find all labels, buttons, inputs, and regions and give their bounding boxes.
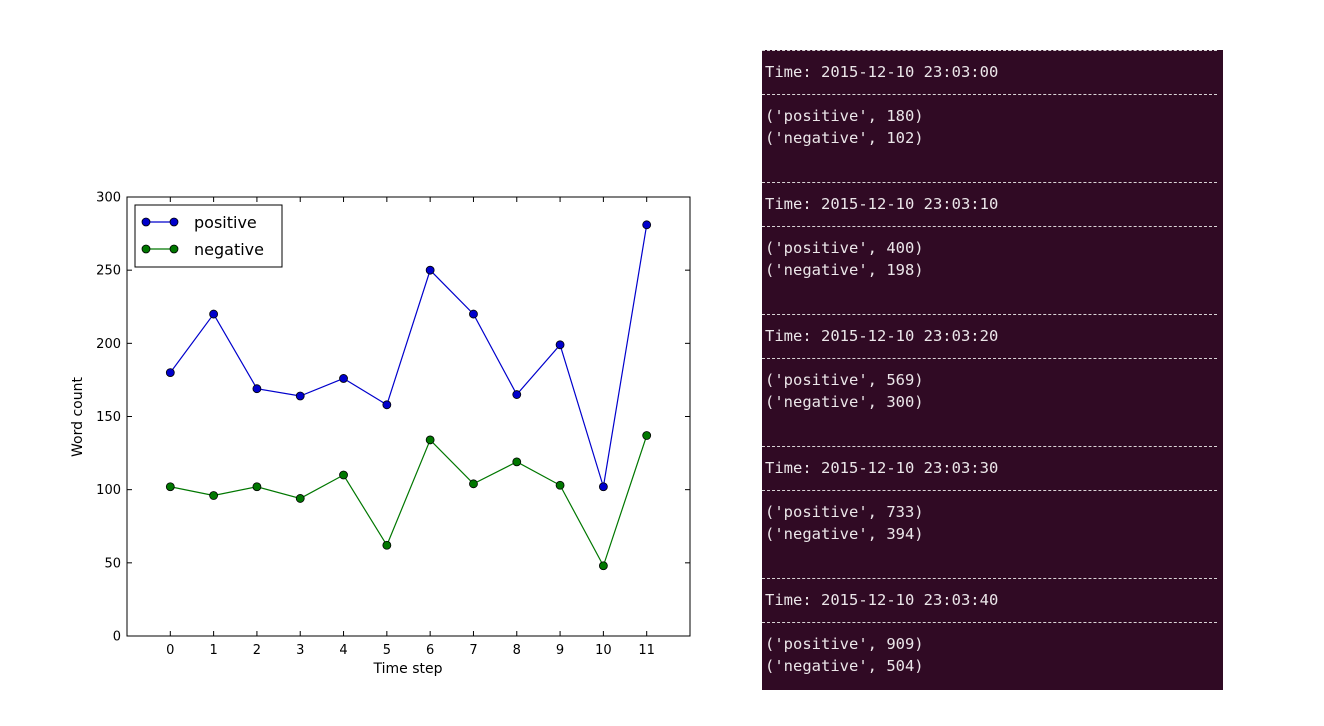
terminal-separator [762, 50, 1217, 51]
legend-marker-negative [169, 244, 179, 254]
x-tick-label: 6 [426, 643, 434, 658]
terminal-window: Time: 2015-12-10 23:03:00 ('positive', 18… [762, 50, 1223, 690]
series-line-negative [170, 435, 648, 568]
data-point-positive [425, 265, 435, 275]
legend-marker-positive [169, 217, 179, 227]
terminal-entry: Time: 2015-12-10 23:03:30 ('positive', 73… [762, 446, 1223, 578]
series-line-positive [169, 224, 648, 487]
data-point-negative [252, 482, 262, 492]
terminal-count-line: ('positive', 733) [765, 503, 924, 521]
y-tick-label: 250 [96, 264, 121, 279]
x-tick-label: 8 [513, 643, 521, 658]
data-point-positive [295, 391, 305, 401]
terminal-entry: Time: 2015-12-10 23:03:20 ('positive', 56… [762, 314, 1223, 446]
data-point-negative [512, 457, 522, 467]
data-point-positive [642, 220, 652, 230]
terminal-time: Time: 2015-12-10 23:03:40 [765, 591, 999, 609]
terminal-entry: Time: 2015-12-10 23:03:00 ('positive', 18… [762, 50, 1223, 182]
x-tick-label: 2 [253, 643, 261, 658]
data-point-positive [382, 400, 392, 410]
data-point-positive [598, 482, 608, 492]
x-tick-label: 10 [595, 643, 612, 658]
data-point-positive [512, 390, 522, 399]
data-point-negative [598, 561, 608, 571]
data-point-negative [425, 435, 435, 445]
data-point-negative [382, 540, 392, 550]
terminal-time: Time: 2015-12-10 23:03:20 [765, 327, 999, 345]
plot-area [126, 196, 691, 637]
y-tick-label: 0 [113, 630, 121, 645]
legend-box [134, 204, 283, 268]
y-tick-label: 300 [96, 191, 121, 206]
terminal-count-line: ('positive', 909) [765, 635, 924, 653]
x-tick-label: 7 [469, 643, 477, 658]
terminal-separator [762, 94, 1217, 95]
y-tick-label: 200 [96, 337, 121, 352]
data-point-negative [555, 480, 565, 490]
terminal-separator [762, 446, 1217, 447]
legend-marker-negative [141, 244, 151, 254]
terminal-separator [762, 490, 1217, 491]
data-point-negative [469, 479, 478, 489]
series-layer [165, 220, 652, 571]
data-point-positive [339, 374, 348, 383]
x-tick-label: 0 [166, 643, 174, 658]
x-tick-label: 5 [383, 643, 391, 658]
terminal-count-line: ('negative', 300) [765, 393, 924, 411]
terminal-entry: Time: 2015-12-10 23:03:40 ('positive', 90… [762, 578, 1223, 690]
terminal-time: Time: 2015-12-10 23:03:00 [765, 63, 999, 81]
terminal-count-line: ('negative', 102) [765, 129, 924, 147]
legend-label-negative: negative [194, 240, 264, 259]
data-point-positive [209, 309, 219, 319]
terminal-count-line: ('negative', 394) [765, 525, 924, 543]
data-point-negative [339, 470, 348, 480]
legend: positive negative [134, 204, 283, 268]
terminal-count-line: ('positive', 180) [765, 107, 924, 125]
data-point-negative [642, 431, 652, 440]
terminal-entry: Time: 2015-12-10 23:03:10 ('positive', 40… [762, 182, 1223, 314]
data-point-negative [295, 494, 305, 503]
terminal-time: Time: 2015-12-10 23:03:10 [765, 195, 999, 213]
x-tick-label: 11 [638, 643, 655, 658]
terminal-count-line: ('positive', 569) [765, 371, 924, 389]
terminal-separator [762, 578, 1217, 579]
terminal-count-line: ('positive', 400) [765, 239, 924, 257]
terminal-count-line: ('negative', 198) [765, 261, 924, 279]
terminal-time: Time: 2015-12-10 23:03:30 [765, 459, 999, 477]
terminal-separator [762, 622, 1217, 623]
data-point-positive [555, 340, 565, 350]
data-point-positive [165, 368, 175, 378]
data-point-negative [209, 491, 219, 500]
axis-ticks: 0 1 2 3 4 5 6 7 8 9 10 11 0 50 100 150 200 250 300 [96, 191, 690, 658]
legend-marker-positive [141, 217, 151, 227]
x-tick-label: 3 [296, 643, 304, 658]
y-tick-label: 100 [96, 483, 121, 498]
y-tick-label: 150 [96, 410, 121, 425]
y-axis-label: Word count [70, 377, 86, 457]
data-point-positive [252, 384, 262, 394]
word-count-chart: 0 1 2 3 4 5 6 7 8 9 10 11 0 50 100 150 200 250 300 Time st… [70, 191, 691, 677]
terminal-separator [762, 314, 1217, 315]
x-axis-label: Time step [373, 661, 443, 677]
data-point-positive [469, 309, 478, 319]
terminal-separator [762, 358, 1217, 359]
data-point-negative [165, 482, 175, 492]
terminal-count-line: ('negative', 504) [765, 657, 924, 675]
x-tick-label: 4 [339, 643, 347, 658]
legend-label-positive: positive [194, 213, 257, 232]
terminal-separator [762, 226, 1217, 227]
terminal-separator [762, 182, 1217, 183]
x-tick-label: 1 [209, 643, 217, 658]
x-tick-label: 9 [556, 643, 564, 658]
y-tick-label: 50 [104, 556, 121, 571]
